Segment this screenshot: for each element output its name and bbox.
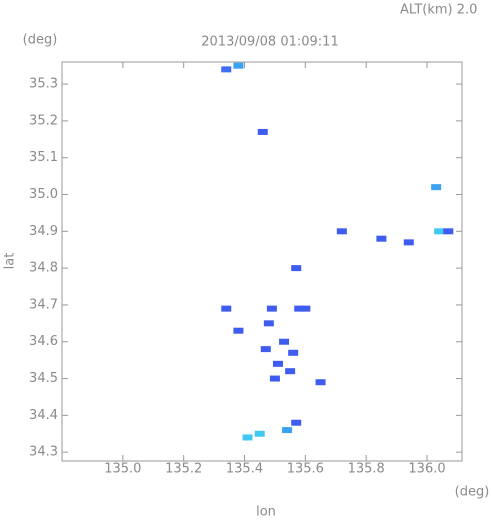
radar-echo	[315, 379, 326, 386]
y-tick-label: 34.3	[29, 445, 58, 460]
plot-frame	[61, 61, 463, 462]
radar-echo	[221, 66, 232, 73]
radar-echo	[221, 305, 232, 312]
chart-title: 2013/09/08 01:09:11	[201, 35, 338, 50]
radar-echo	[336, 228, 347, 235]
y-tick-label: 35.0	[29, 187, 58, 202]
radar-echo	[403, 239, 414, 246]
radar-echo	[431, 184, 442, 191]
radar-echo	[242, 434, 253, 441]
y-tick-label: 34.8	[29, 261, 58, 276]
radar-echo	[254, 430, 265, 437]
x-tick-label: 136.0	[408, 462, 445, 477]
x-tick-label: 135.0	[104, 462, 141, 477]
x-tick-label: 135.2	[165, 462, 202, 477]
altitude-label: ALT(km) 2.0	[400, 3, 477, 18]
radar-echo	[443, 228, 454, 235]
radar-echo	[257, 128, 268, 135]
y-tick-label: 34.9	[29, 224, 58, 239]
radar-echo	[282, 427, 293, 434]
radar-echo	[291, 419, 302, 426]
radar-echo	[233, 327, 244, 334]
y-tick-label: 34.6	[29, 334, 58, 349]
radar-echo	[300, 305, 311, 312]
radar-echo	[291, 265, 302, 272]
y-tick-label: 34.5	[29, 371, 58, 386]
x-tick-label: 135.8	[348, 462, 385, 477]
radar-echo	[288, 349, 299, 356]
radar-echo	[233, 62, 244, 69]
y-tick-label: 34.4	[29, 408, 58, 423]
y-unit: (deg)	[23, 33, 58, 48]
radar-echo	[269, 375, 280, 382]
x-axis-label: lon	[256, 505, 276, 520]
radar-echo	[279, 338, 290, 345]
y-tick-label: 34.7	[29, 297, 58, 312]
radar-echo	[376, 235, 387, 242]
radar-echo	[434, 228, 445, 235]
radar-echo	[272, 360, 283, 367]
radar-echo	[294, 305, 305, 312]
radar-echo	[266, 305, 277, 312]
y-tick-label: 35.3	[29, 77, 58, 92]
y-axis-label: lat	[3, 253, 18, 270]
radar-echo	[263, 320, 274, 327]
x-tick-label: 135.4	[226, 462, 263, 477]
radar-echo	[285, 368, 296, 375]
x-unit: (deg)	[455, 485, 490, 500]
radar-echo	[260, 346, 271, 353]
x-tick-label: 135.6	[287, 462, 324, 477]
y-tick-label: 35.2	[29, 113, 58, 128]
y-tick-label: 35.1	[29, 150, 58, 165]
